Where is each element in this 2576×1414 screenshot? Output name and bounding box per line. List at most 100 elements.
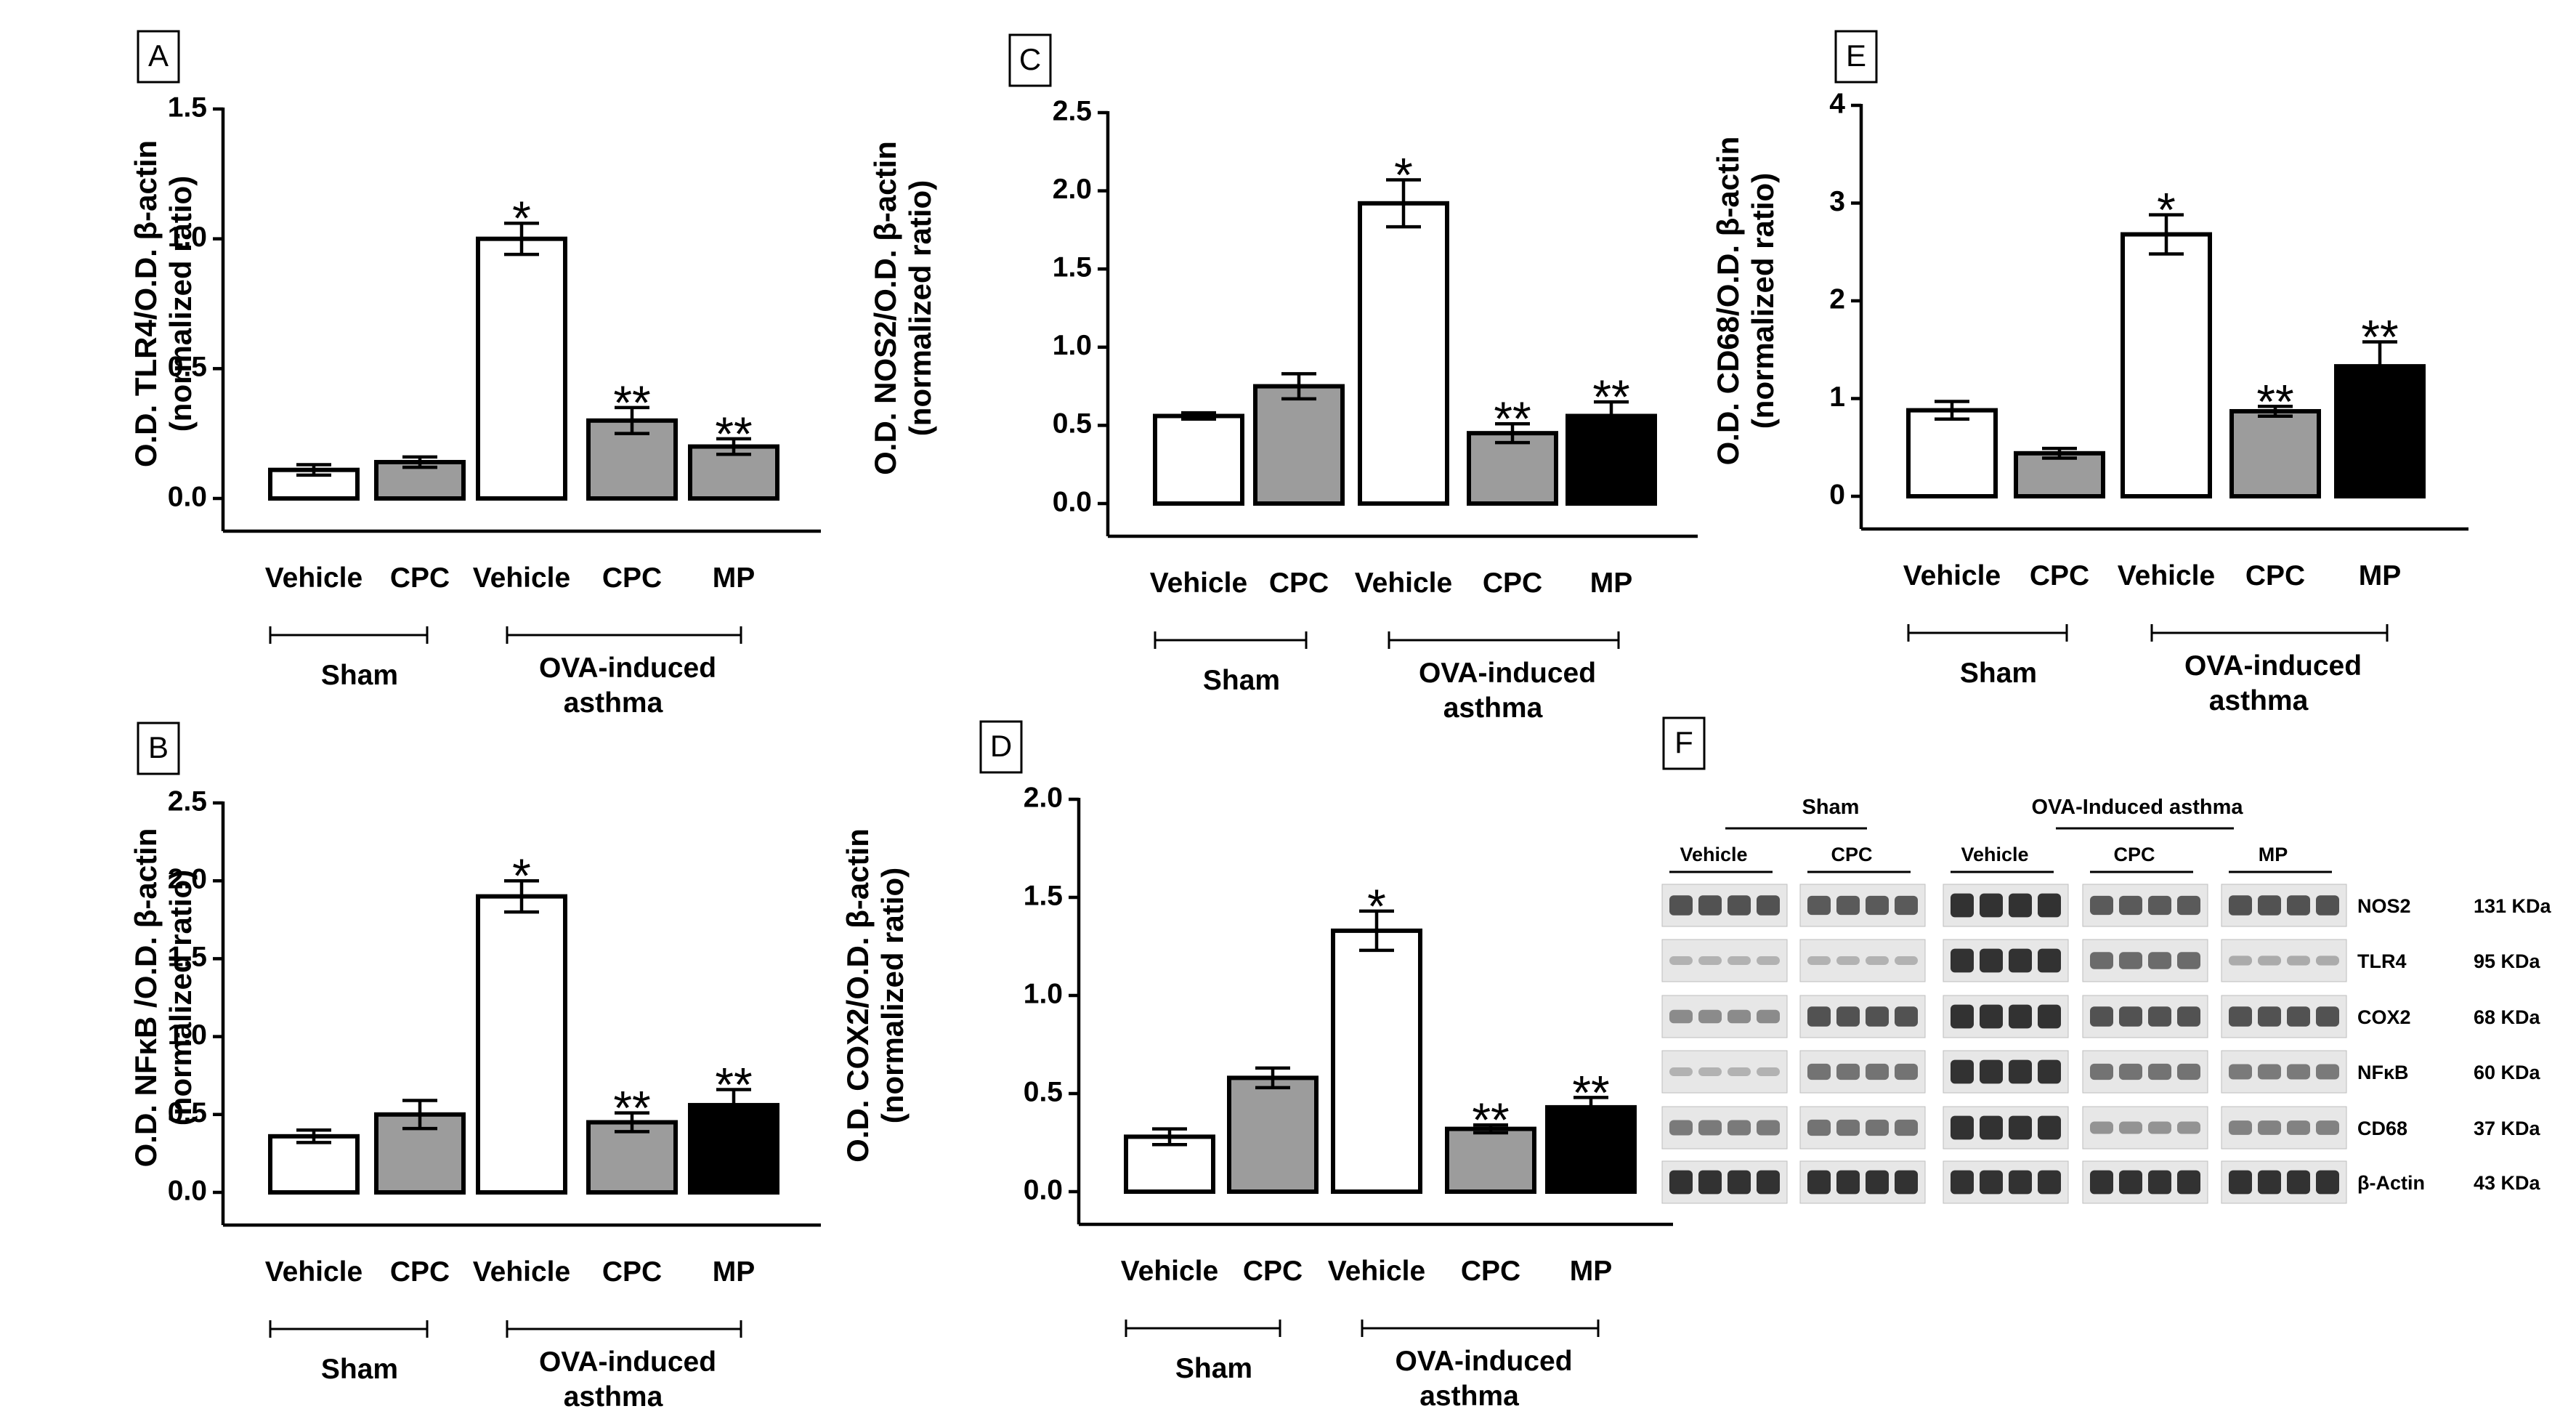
blot-group-label: MP xyxy=(2259,844,2288,865)
blot-band xyxy=(2038,1004,2061,1029)
blot-protein-label: β-Actin xyxy=(2357,1172,2425,1194)
group-label-ova: OVA-induced xyxy=(1395,1346,1572,1377)
blot-band xyxy=(2119,952,2142,969)
significance-marker: * xyxy=(512,849,531,902)
blot-size-label: 60 KDa xyxy=(2474,1062,2541,1083)
significance-marker: * xyxy=(2157,183,2176,237)
blot-band xyxy=(1728,1067,1751,1076)
bar xyxy=(1566,413,1657,506)
blot-band xyxy=(2258,1120,2281,1135)
blot-band xyxy=(1836,1170,1860,1195)
significance-marker: * xyxy=(1394,148,1413,202)
blot-band xyxy=(1669,895,1693,916)
group-label-sham: Sham xyxy=(1175,1353,1252,1384)
blot-band xyxy=(1807,1006,1831,1027)
significance-marker: ** xyxy=(613,376,650,429)
blot-band xyxy=(1836,1119,1860,1136)
blot-band xyxy=(2229,1170,2252,1195)
blot-band xyxy=(1980,1170,2003,1195)
group-label-ova: OVA-induced xyxy=(2184,650,2362,682)
y-tick-label: 0.5 xyxy=(1024,1076,1063,1107)
blot-group-label: Vehicle xyxy=(1961,844,2028,865)
blot-band xyxy=(2038,948,2061,973)
bar xyxy=(476,236,567,501)
blot-band xyxy=(1698,1067,1722,1076)
blot-group-label: Vehicle xyxy=(1680,844,1747,865)
blot-band xyxy=(1866,1006,1889,1027)
blot-band xyxy=(2258,956,2281,966)
blot-band xyxy=(1728,895,1751,916)
group-label-ova-line2: asthma xyxy=(2209,685,2309,716)
y-tick-label: 1.5 xyxy=(168,92,207,123)
blot-band xyxy=(2119,1006,2142,1027)
blot-band xyxy=(1807,895,1831,916)
panel-label: E xyxy=(1846,39,1866,73)
blot-band xyxy=(2229,1064,2252,1080)
y-tick-label: 1.0 xyxy=(1053,330,1092,361)
group-label-ova-line2: asthma xyxy=(1419,1381,1519,1412)
category-label: Vehicle xyxy=(473,562,570,594)
y-tick-label: 1.5 xyxy=(168,942,207,973)
category-label: MP xyxy=(2359,560,2402,591)
blot-band xyxy=(1728,1170,1751,1195)
blot-band xyxy=(2287,1170,2310,1195)
blot-band xyxy=(2316,1170,2339,1195)
blot-band xyxy=(1836,1063,1860,1080)
category-label: CPC xyxy=(2030,560,2089,591)
group-label-sham: Sham xyxy=(321,1354,398,1385)
blot-band xyxy=(1807,956,1831,965)
blot-band xyxy=(2177,1121,2200,1134)
group-label-ova-line2: asthma xyxy=(564,1381,663,1413)
blot-band xyxy=(1669,1067,1693,1076)
y-tick-label: 1.0 xyxy=(168,1019,207,1051)
y-axis-label: O.D. NFκB /O.D. β-actin xyxy=(129,828,163,1168)
blot-band xyxy=(2258,1064,2281,1080)
blot-band xyxy=(2038,893,2061,918)
blot-band xyxy=(2177,952,2200,969)
blot-band xyxy=(1866,956,1889,965)
panel-label-box xyxy=(1834,30,1878,84)
blot-band xyxy=(2090,1006,2113,1027)
blot-band xyxy=(1807,1063,1831,1080)
blot-band xyxy=(1757,956,1780,965)
blot-band xyxy=(1728,1009,1751,1024)
blot-band xyxy=(2038,1059,2061,1084)
category-label: Vehicle xyxy=(265,562,362,594)
blot-band xyxy=(1757,1120,1780,1136)
chart-panel-c: C 0.0 0.5 1.0 1.5 2.0 2.5 O.D. NOS2/O.D. β-acti… xyxy=(868,33,1698,724)
panel-label: F xyxy=(1674,725,1693,759)
blot-protein-label: TLR4 xyxy=(2357,950,2407,972)
blot-band xyxy=(1698,1120,1722,1136)
blot-band xyxy=(2177,895,2200,916)
blot-band xyxy=(1951,948,1974,973)
group-label-ova-line2: asthma xyxy=(1443,692,1543,724)
category-label: MP xyxy=(713,562,756,594)
blot-band xyxy=(2009,1004,2032,1029)
significance-marker: ** xyxy=(715,407,752,461)
blot-band xyxy=(2090,1063,2113,1080)
blot-band xyxy=(1807,1119,1831,1136)
blot-band xyxy=(1895,1006,1918,1027)
bar xyxy=(476,894,567,1195)
y-tick-label: 0.0 xyxy=(168,1175,207,1206)
panel-label: C xyxy=(1019,42,1041,76)
blot-band xyxy=(2009,1115,2032,1140)
y-tick-label: 3 xyxy=(1829,186,1845,217)
blot-strip xyxy=(1661,1050,1788,1094)
blot-band xyxy=(2177,1006,2200,1027)
significance-marker: ** xyxy=(2256,374,2293,428)
group-label-ova-line2: asthma xyxy=(564,687,663,719)
category-label: CPC xyxy=(602,562,662,594)
group-label-sham: Sham xyxy=(1960,658,2037,689)
panel-label: A xyxy=(148,39,169,73)
y-axis-label-unit: (normalized ratio) xyxy=(875,868,910,1123)
category-label: CPC xyxy=(1483,567,1542,599)
blot-band xyxy=(2287,895,2310,916)
blot-band xyxy=(2287,956,2310,966)
chart-panel-a: A 0.0 0.5 1.0 1.5O.D. TLR4/O.D. β-actin (norm… xyxy=(129,30,821,719)
blot-band xyxy=(2038,1115,2061,1140)
bar xyxy=(1545,1104,1637,1195)
blot-band xyxy=(2119,895,2142,916)
blot-band xyxy=(1757,1009,1780,1024)
